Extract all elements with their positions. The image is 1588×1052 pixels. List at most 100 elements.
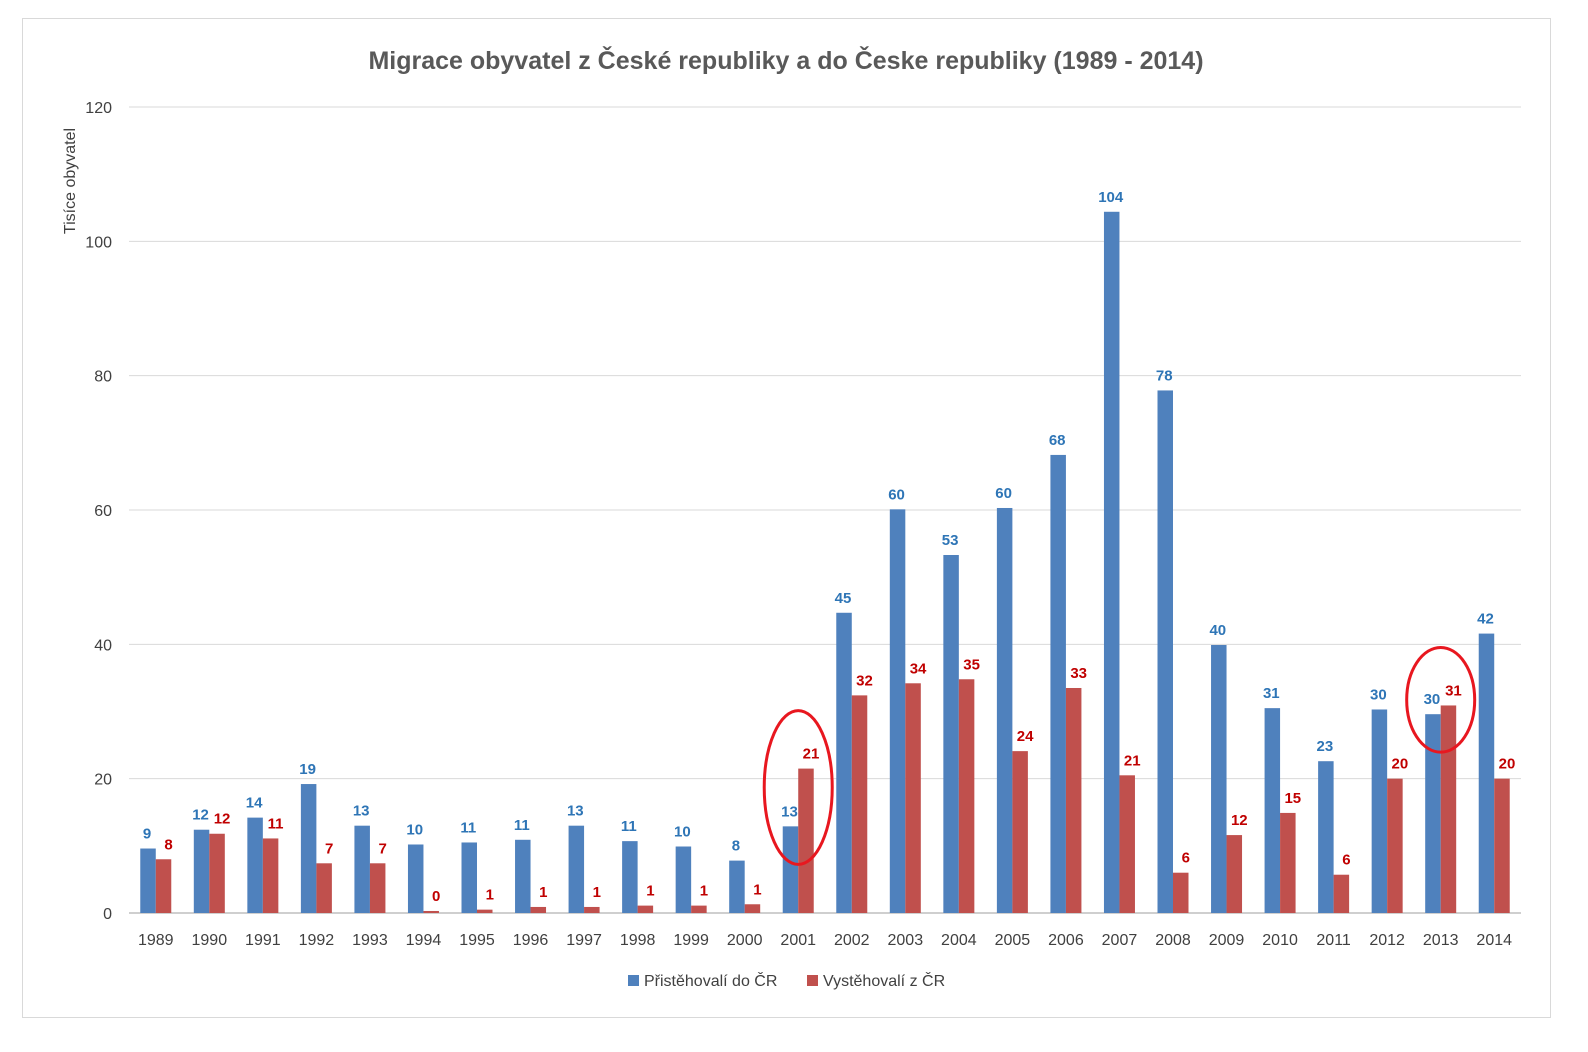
x-tick-label: 2002	[834, 932, 870, 949]
annotation-ellipse	[1405, 645, 1477, 754]
y-tick-label: 80	[94, 369, 112, 386]
data-label-emigrants: 0	[432, 888, 440, 905]
x-tick-label: 2004	[941, 932, 977, 949]
bar-immigrants	[1318, 761, 1334, 913]
bar-immigrants	[515, 839, 531, 913]
data-label-immigrants: 42	[1477, 611, 1494, 628]
data-label-emigrants: 1	[646, 883, 654, 900]
data-label-immigrants: 11	[514, 817, 530, 834]
bar-immigrants	[729, 860, 745, 913]
bar-immigrants	[140, 848, 156, 913]
data-label-emigrants: 20	[1392, 756, 1409, 773]
bar-emigrants	[905, 683, 921, 913]
x-tick-label: 1991	[245, 932, 281, 949]
data-label-immigrants: 8	[732, 838, 740, 855]
y-axis-label: Tisíce obyvatel	[62, 128, 79, 234]
data-label-emigrants: 6	[1342, 852, 1350, 869]
bar-immigrants	[1264, 708, 1281, 913]
bar-emigrants	[798, 768, 814, 913]
data-label-immigrants: 9	[143, 826, 151, 843]
x-tick-label: 1992	[299, 932, 335, 949]
x-tick-label: 2012	[1369, 932, 1405, 949]
bar-emigrants	[530, 906, 547, 913]
data-label-emigrants: 1	[539, 884, 547, 901]
bar-emigrants	[316, 863, 332, 913]
bar-emigrants	[1119, 775, 1135, 913]
x-tick-label: 1995	[459, 932, 495, 949]
data-label-emigrants: 6	[1182, 850, 1190, 867]
bar-emigrants	[584, 906, 600, 913]
bar-immigrants	[943, 555, 959, 913]
bar-immigrants	[461, 842, 477, 913]
bar-emigrants	[744, 904, 761, 913]
bar-emigrants	[1333, 874, 1350, 913]
x-tick-label: 1994	[406, 932, 442, 949]
bar-immigrants	[1478, 633, 1495, 913]
bar-emigrants	[423, 910, 439, 913]
data-label-emigrants: 24	[1017, 728, 1034, 745]
bar-immigrants	[1103, 211, 1120, 913]
legend: Přistěhovalí do ČR Vystěhovalí z ČR	[628, 971, 945, 990]
data-label-immigrants: 78	[1156, 367, 1173, 384]
data-label-emigrants: 8	[164, 836, 172, 853]
legend-label-emigrants: Vystěhovalí z ČR	[823, 971, 945, 990]
x-tick-label: 2013	[1423, 932, 1459, 949]
data-label-immigrants: 13	[567, 803, 584, 820]
x-tick-label: 2006	[1048, 932, 1084, 949]
bar-emigrants	[155, 859, 172, 913]
data-label-immigrants: 19	[299, 761, 316, 778]
bar-immigrants	[675, 846, 692, 913]
chart-svg: Migrace obyvatel z České republiky a do …	[62, 45, 1521, 990]
x-tick-label: 2005	[995, 932, 1031, 949]
annotation-ellipse	[762, 709, 834, 866]
bar-immigrants	[996, 507, 1013, 913]
bar-immigrants	[354, 825, 370, 913]
data-label-emigrants: 21	[1124, 752, 1141, 769]
data-label-immigrants: 13	[353, 803, 370, 820]
bar-emigrants	[209, 833, 225, 913]
bar-immigrants	[1425, 714, 1441, 913]
chart-frame: Migrace obyvatel z České republiky a do …	[22, 18, 1551, 1018]
bar-emigrants	[1065, 687, 1082, 913]
bar-emigrants	[958, 679, 975, 913]
x-tick-label: 2008	[1155, 932, 1191, 949]
data-label-immigrants: 23	[1317, 738, 1334, 755]
y-tick-label: 60	[94, 503, 112, 520]
y-tick-label: 100	[85, 234, 112, 251]
bar-immigrants	[300, 784, 317, 913]
bar-emigrants	[477, 909, 493, 913]
bars	[140, 211, 1510, 913]
bar-immigrants	[1157, 390, 1173, 913]
data-label-emigrants: 32	[856, 672, 873, 689]
x-tick-label: 2009	[1209, 932, 1245, 949]
bar-emigrants	[1440, 705, 1457, 913]
chart-title: Migrace obyvatel z České republiky a do …	[368, 45, 1203, 75]
bar-immigrants	[782, 826, 799, 913]
data-label-emigrants: 12	[1231, 812, 1248, 829]
x-tick-label: 2010	[1262, 932, 1298, 949]
bar-immigrants	[247, 817, 263, 913]
x-tick-label: 1989	[138, 932, 174, 949]
y-tick-label: 0	[103, 906, 112, 923]
data-label-immigrants: 68	[1049, 432, 1066, 449]
data-label-emigrants: 7	[379, 840, 387, 857]
y-tick-label: 120	[85, 100, 112, 117]
x-tick-label: 1996	[513, 932, 549, 949]
legend-swatch-emigrants	[807, 975, 818, 986]
data-label-immigrants: 11	[460, 819, 476, 836]
x-tick-label: 2000	[727, 932, 763, 949]
bar-immigrants	[568, 825, 585, 913]
data-label-emigrants: 7	[325, 840, 333, 857]
x-tick-label: 1998	[620, 932, 656, 949]
data-label-emigrants: 12	[214, 811, 231, 828]
data-label-immigrants: 31	[1263, 685, 1280, 702]
data-label-immigrants: 53	[942, 532, 959, 549]
x-tick-label: 2014	[1476, 932, 1512, 949]
data-label-emigrants: 1	[593, 884, 601, 901]
data-label-emigrants: 34	[910, 660, 927, 677]
bar-immigrants	[1371, 709, 1388, 913]
bar-emigrants	[1494, 778, 1510, 913]
bar-emigrants	[1280, 812, 1296, 913]
bar-emigrants	[1012, 751, 1028, 913]
